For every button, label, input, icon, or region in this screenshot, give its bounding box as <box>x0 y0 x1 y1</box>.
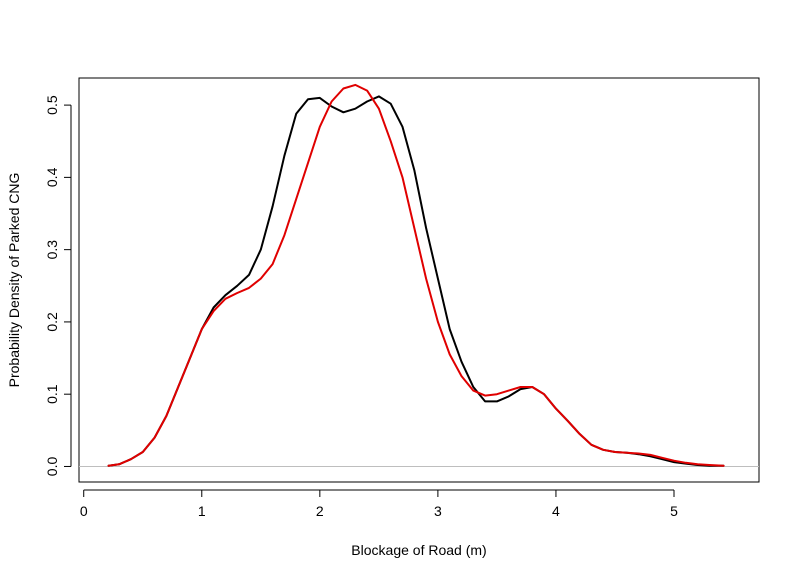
x-tick-label: 4 <box>552 503 560 519</box>
series-layer <box>107 83 725 467</box>
y-axis-title: Probability Density of Parked CNG <box>6 173 22 388</box>
density-line-1 <box>107 95 725 467</box>
x-axis-title: Blockage of Road (m) <box>351 542 486 558</box>
y-tick-label: 0.1 <box>44 384 60 404</box>
x-tick-label: 0 <box>80 503 88 519</box>
y-tick-label: 0.5 <box>44 95 60 115</box>
x-tick-label: 3 <box>434 503 442 519</box>
x-tick-label: 1 <box>198 503 206 519</box>
x-tick-label: 5 <box>670 503 678 519</box>
y-tick-label: 0.3 <box>44 240 60 260</box>
x-axis: 0 1 2 3 4 5 <box>80 489 678 519</box>
density-line-2 <box>107 83 725 467</box>
y-axis: 0.0 0.1 0.2 0.3 0.4 0.5 <box>44 95 72 477</box>
x-tick-label: 2 <box>316 503 324 519</box>
plot-frame <box>78 77 760 483</box>
y-tick-label: 0.2 <box>44 312 60 332</box>
y-tick-label: 0.0 <box>44 457 60 477</box>
y-tick-label: 0.4 <box>44 167 60 187</box>
